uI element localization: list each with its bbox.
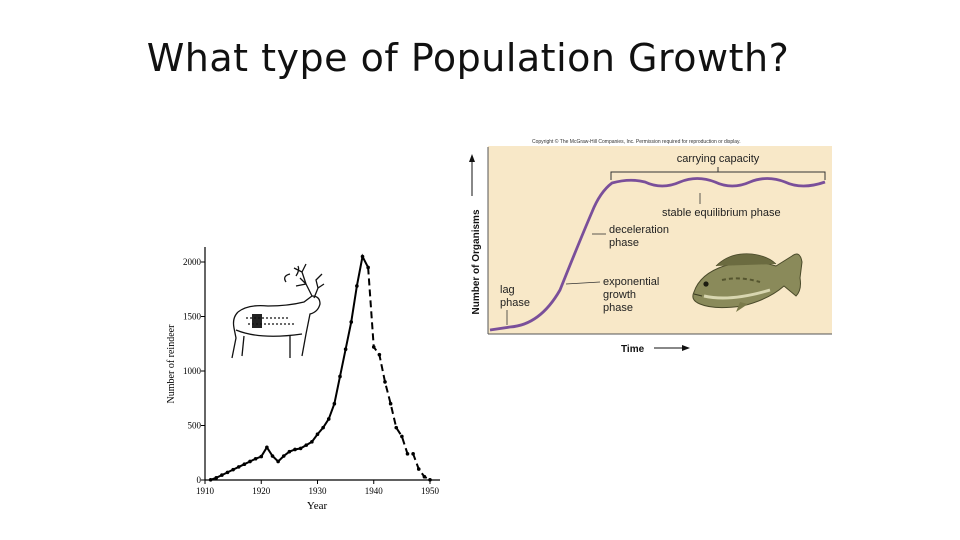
stable-phase-label: stable equilibrium phase xyxy=(662,207,781,219)
y-tick-group: 0 500 1000 1500 2000 xyxy=(183,257,205,485)
reindeer-data-point xyxy=(231,467,235,472)
reindeer-data-point xyxy=(265,445,269,450)
organisms-axis-label: Number of Organisms xyxy=(471,209,482,314)
reindeer-data-point xyxy=(208,477,213,482)
reindeer-data-point xyxy=(242,462,247,466)
x-tick-label: 1920 xyxy=(252,486,271,496)
y-tick-label: 1000 xyxy=(183,366,202,376)
reindeer-data-point xyxy=(422,474,427,479)
reindeer-icon xyxy=(231,263,325,359)
reindeer-data-point xyxy=(349,320,354,324)
reindeer-data-point xyxy=(321,425,325,430)
reindeer-data-point xyxy=(411,452,415,456)
diagram-background xyxy=(488,146,832,334)
reindeer-data-point xyxy=(326,417,331,421)
reindeer-data-point xyxy=(281,454,286,458)
reindeer-data-point xyxy=(315,432,320,437)
reindeer-data-point xyxy=(377,352,382,357)
carrying-capacity-bracket xyxy=(610,167,826,180)
reindeer-data-point xyxy=(405,452,410,456)
reindeer-data-point xyxy=(225,470,230,475)
reindeer-data-point xyxy=(298,446,303,451)
y-tick-label: 0 xyxy=(197,475,202,485)
reindeer-data-point xyxy=(366,265,370,270)
reindeer-data-point xyxy=(388,401,393,406)
reindeer-data-point xyxy=(332,401,337,406)
reindeer-line-solid xyxy=(210,253,370,481)
reindeer-data-point xyxy=(253,456,258,461)
deceleration-line-2: phase xyxy=(609,237,639,249)
reindeer-data-point xyxy=(338,374,342,379)
reindeer-data-point xyxy=(416,467,421,471)
fish-icon xyxy=(692,253,803,312)
reindeer-data-point xyxy=(428,477,432,482)
reindeer-data-point xyxy=(355,284,359,288)
logistic-growth-diagram: Copyright © The McGraw-Hill Companies, I… xyxy=(469,138,832,355)
reindeer-data-point xyxy=(304,443,309,447)
y-tick-label: 500 xyxy=(188,421,202,431)
x-tick-label: 1940 xyxy=(365,486,384,496)
reindeer-y-axis-label: Number of reindeer xyxy=(166,324,177,404)
reindeer-data-point xyxy=(259,454,264,459)
lag-line-1: lag xyxy=(500,284,515,296)
lag-label: lag phase xyxy=(500,284,530,309)
reindeer-data-point xyxy=(236,465,241,469)
x-tick-label: 1910 xyxy=(196,486,215,496)
deceleration-line-1: deceleration xyxy=(609,224,669,236)
reindeer-data-point xyxy=(383,380,387,384)
exponential-line-3: phase xyxy=(603,302,633,314)
reindeer-data-point xyxy=(360,254,365,259)
x-tick-label: 1950 xyxy=(421,486,440,496)
y-arrow-icon xyxy=(469,154,475,196)
slide-title: What type of Population Growth? xyxy=(146,36,790,80)
deceleration-label: deceleration phase xyxy=(609,224,669,249)
reindeer-data-point xyxy=(310,440,314,444)
reindeer-data-point xyxy=(293,447,297,452)
reindeer-data-point xyxy=(214,476,219,480)
copyright-notice: Copyright © The McGraw-Hill Companies, I… xyxy=(532,138,741,145)
reindeer-line-dashed xyxy=(367,267,431,481)
x-tick-label: 1930 xyxy=(309,486,328,496)
reindeer-data-point xyxy=(394,425,399,430)
exponential-line-2: growth xyxy=(603,289,636,301)
reindeer-data-point xyxy=(371,345,376,349)
lag-line-2: phase xyxy=(500,297,530,309)
exponential-pointer xyxy=(565,281,601,285)
reindeer-data-point xyxy=(276,459,280,464)
reindeer-data-point xyxy=(400,434,404,439)
carrying-capacity-label: carrying capacity xyxy=(677,153,760,165)
reindeer-data-point xyxy=(287,449,292,454)
x-arrow-icon xyxy=(654,345,690,351)
logistic-curve xyxy=(489,177,826,332)
y-tick-label: 2000 xyxy=(183,257,202,267)
reindeer-chart: 0 500 1000 1500 2000 1910 1920 1930 1940 1950 Nu… xyxy=(166,247,440,512)
reindeer-x-axis-label: Year xyxy=(307,500,328,512)
reindeer-data-point xyxy=(248,459,252,464)
reindeer-series xyxy=(208,253,432,482)
reindeer-data-point xyxy=(270,454,275,458)
exponential-label: exponential growth phase xyxy=(603,276,659,314)
time-axis-label: Time xyxy=(621,344,645,355)
reindeer-data-point xyxy=(220,473,224,477)
reindeer-data-point xyxy=(343,347,348,352)
exponential-line-1: exponential xyxy=(603,276,659,288)
y-tick-label: 1500 xyxy=(183,312,202,322)
x-tick-group: 1910 1920 1930 1940 1950 xyxy=(196,480,440,496)
